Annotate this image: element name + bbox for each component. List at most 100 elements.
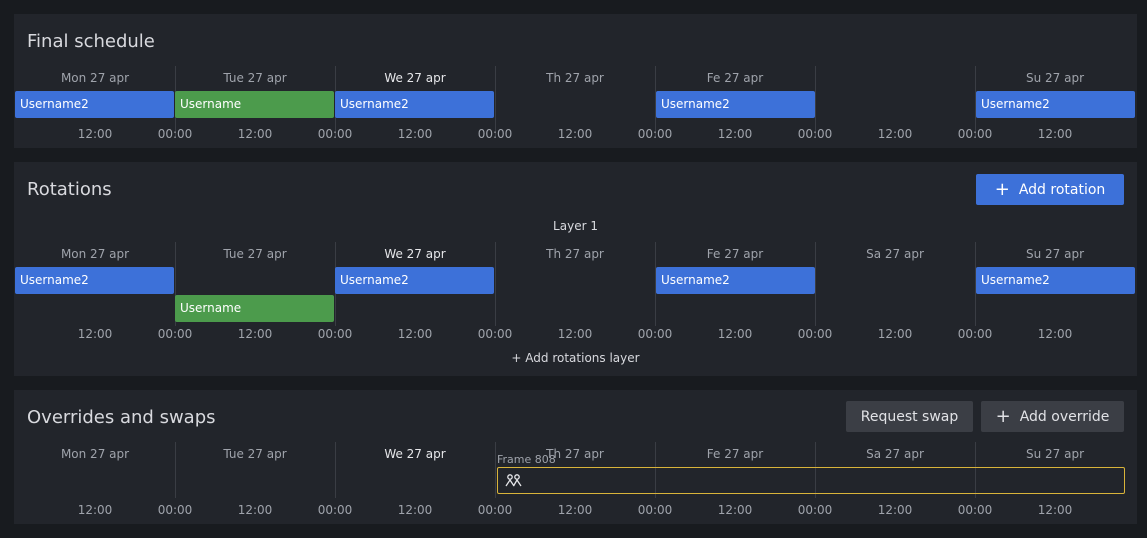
day-label-today: We 27 apr (384, 71, 446, 85)
day-label: Su 27 apr (1025, 71, 1085, 85)
time-tick: 12:00 (717, 327, 753, 341)
rotations-title: Rotations (27, 179, 112, 200)
time-tick: 12:00 (1037, 127, 1073, 141)
day-label: Mon 27 apr (60, 71, 130, 85)
swap-override-frame[interactable] (497, 467, 1125, 494)
day-label: Th 27 apr (546, 447, 604, 461)
add-rotations-layer-link[interactable]: + Add rotations layer (511, 351, 640, 365)
time-tick: 12:00 (237, 503, 273, 517)
time-tick: 00:00 (637, 327, 673, 341)
day-label: Fe 27 apr (706, 247, 764, 261)
rotations-panel: Rotations + Add rotation Layer 1 Mon 27 … (14, 162, 1137, 376)
day-divider (655, 242, 656, 326)
time-tick: 12:00 (877, 503, 913, 517)
users-swap-icon (505, 474, 522, 487)
day-label: Fe 27 apr (706, 447, 764, 461)
time-tick: 00:00 (477, 503, 513, 517)
day-divider (175, 442, 176, 498)
time-tick: 12:00 (557, 127, 593, 141)
day-label: Fe 27 apr (706, 71, 764, 85)
shift-slot[interactable]: Username2 (15, 91, 174, 118)
day-divider (815, 442, 816, 498)
overrides-title: Overrides and swaps (27, 407, 216, 428)
shift-slot[interactable]: Username2 (335, 91, 494, 118)
day-divider (975, 66, 976, 138)
time-tick: 00:00 (157, 127, 193, 141)
day-label: Tue 27 apr (223, 71, 287, 85)
day-label: Mon 27 apr (60, 447, 130, 461)
day-label: Tue 27 apr (223, 447, 287, 461)
rotation-slot[interactable]: Username2 (335, 267, 494, 294)
day-label-today: We 27 apr (384, 447, 446, 461)
time-tick: 12:00 (237, 127, 273, 141)
day-divider (815, 66, 816, 138)
day-divider (175, 242, 176, 326)
rotation-slot[interactable]: Username (175, 295, 334, 322)
time-tick: 00:00 (957, 503, 993, 517)
day-label: Th 27 apr (546, 71, 604, 85)
time-tick: 00:00 (797, 503, 833, 517)
day-label: Su 27 apr (1025, 247, 1085, 261)
overrides-timeline: Mon 27 apr Tue 27 apr We 27 apr Th 27 ap… (15, 442, 1135, 518)
time-tick: 00:00 (157, 503, 193, 517)
time-tick: 00:00 (157, 327, 193, 341)
rotations-timeline: Mon 27 apr Tue 27 apr We 27 apr Th 27 ap… (15, 242, 1135, 348)
time-tick: 12:00 (1037, 327, 1073, 341)
add-override-label: Add override (1019, 408, 1110, 425)
day-divider (495, 242, 496, 326)
day-label-today: We 27 apr (384, 247, 446, 261)
rotation-slot[interactable]: Username2 (15, 267, 174, 294)
time-tick: 00:00 (317, 503, 353, 517)
day-divider (495, 442, 496, 498)
time-tick: 00:00 (957, 327, 993, 341)
time-tick: 00:00 (477, 327, 513, 341)
day-label: Mon 27 apr (60, 247, 130, 261)
final-schedule-panel: Final schedule Mon 27 apr Tue 27 apr We … (14, 14, 1137, 148)
layer-label: Layer 1 (553, 219, 598, 233)
time-tick: 12:00 (77, 327, 113, 341)
request-swap-label: Request swap (860, 408, 959, 425)
rotation-slot[interactable]: Username2 (976, 267, 1135, 294)
day-label: Tue 27 apr (223, 247, 287, 261)
day-divider (815, 242, 816, 326)
time-tick: 12:00 (1037, 503, 1073, 517)
time-tick: 00:00 (317, 327, 353, 341)
rotation-slot[interactable]: Username2 (656, 267, 815, 294)
time-tick: 00:00 (797, 327, 833, 341)
plus-icon: + (995, 405, 1011, 427)
time-tick: 12:00 (397, 503, 433, 517)
day-label: Th 27 apr (546, 247, 604, 261)
time-tick: 00:00 (797, 127, 833, 141)
plus-icon: + (994, 178, 1010, 200)
time-tick: 12:00 (557, 503, 593, 517)
time-tick: 00:00 (637, 503, 673, 517)
time-tick: 12:00 (717, 127, 753, 141)
request-swap-button[interactable]: Request swap (846, 401, 973, 432)
final-schedule-title: Final schedule (27, 31, 155, 52)
time-tick: 00:00 (957, 127, 993, 141)
day-divider (975, 442, 976, 498)
time-tick: 12:00 (717, 503, 753, 517)
time-tick: 12:00 (397, 327, 433, 341)
add-override-button[interactable]: + Add override (981, 401, 1124, 432)
shift-slot[interactable]: Username2 (976, 91, 1135, 118)
day-divider (655, 66, 656, 138)
add-rotation-button[interactable]: + Add rotation (976, 174, 1124, 205)
day-divider (655, 442, 656, 498)
time-tick: 12:00 (77, 503, 113, 517)
shift-slot[interactable]: Username (175, 91, 334, 118)
day-divider (975, 242, 976, 326)
add-rotation-label: Add rotation (1018, 181, 1106, 198)
final-schedule-timeline: Mon 27 apr Tue 27 apr We 27 apr Th 27 ap… (15, 66, 1135, 141)
time-tick: 00:00 (477, 127, 513, 141)
day-label: Sa 27 apr (866, 247, 924, 261)
time-tick: 12:00 (557, 327, 593, 341)
overrides-panel: Overrides and swaps Request swap + Add o… (14, 390, 1137, 524)
day-label: Su 27 apr (1025, 447, 1085, 461)
time-tick: 00:00 (317, 127, 353, 141)
time-tick: 12:00 (397, 127, 433, 141)
day-divider (495, 66, 496, 138)
day-divider (335, 442, 336, 498)
shift-slot[interactable]: Username2 (656, 91, 815, 118)
time-tick: 12:00 (877, 327, 913, 341)
